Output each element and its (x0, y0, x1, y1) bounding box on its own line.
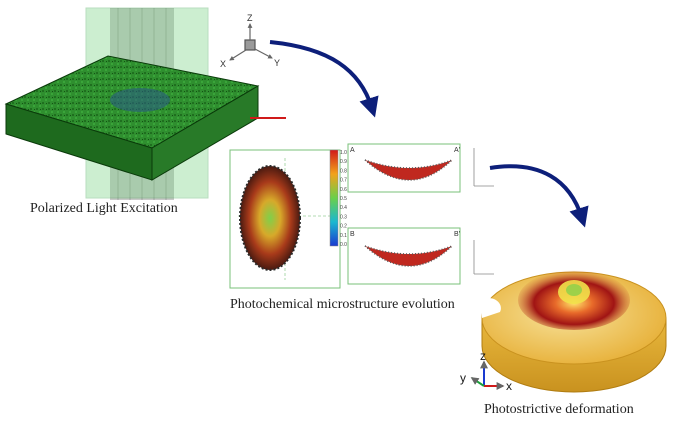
colorbar-tick-label: 1.0 (340, 150, 347, 156)
colorbar-tick-label: 0.8 (340, 168, 347, 174)
deformation-core (566, 284, 582, 296)
disk-notch (482, 298, 501, 318)
colorbar-ticks: 1.0 0.9 0.8 0.7 0.6 0.5 0.4 0.3 0.2 0.1 0.0 (340, 150, 347, 248)
triad-xyz (229, 23, 273, 61)
section-label-a-prime: A' (454, 147, 460, 154)
axis-label-z: Z (247, 13, 253, 23)
section-profile-b (364, 245, 453, 267)
flow-arrow-1 (269, 40, 379, 118)
colorbar-tick-label: 0.5 (340, 196, 347, 202)
evolution-panel: 1.0 0.9 0.8 0.7 0.6 0.5 0.4 0.3 0.2 0.1 0.0 A A' B… (229, 143, 494, 289)
mini-axis-b (473, 240, 494, 275)
colorbar-tick-label: 0.6 (340, 187, 347, 193)
colorbar-tick-label: 0.1 (340, 233, 347, 239)
section-frame-a (347, 143, 461, 193)
caption-microstructure-evolution: Photochemical microstructure evolution (230, 297, 455, 312)
top-view-frame (229, 149, 341, 289)
axis-label-y: Y (274, 58, 280, 68)
section-label-b-prime: B' (454, 231, 460, 238)
colorbar-tick-label: 0.9 (340, 159, 347, 165)
deform-axis-x: x (506, 379, 512, 393)
flow-arrow-2 (489, 164, 589, 228)
colorbar-tick-label: 0.7 (340, 178, 347, 184)
light-spot (110, 88, 170, 112)
axis-label-x: X (220, 59, 226, 69)
section-label-b: B (350, 231, 355, 238)
section-frame-b (347, 227, 461, 285)
deform-axis-z: z (480, 349, 486, 363)
caption-polarized-light-excitation: Polarized Light Excitation (30, 201, 178, 216)
mini-axis-a (473, 148, 494, 187)
triad-deformation (470, 360, 505, 390)
colorbar-tick-label: 0.4 (340, 205, 347, 211)
colorbar (329, 149, 339, 247)
section-profile-a (364, 159, 453, 181)
colorbar-tick-label: 0.0 (340, 242, 347, 248)
deformation-panel: z y x (460, 270, 667, 393)
colorbar-tick-label: 0.3 (340, 214, 347, 220)
director-field-oval (239, 165, 301, 271)
colorbar-tick-label: 0.2 (340, 224, 347, 230)
deform-axis-y: y (460, 371, 466, 385)
section-label-a: A (350, 147, 355, 154)
excitation-panel: Z X Y (4, 7, 286, 200)
caption-photostrictive-deformation: Photostrictive deformation (484, 402, 634, 417)
